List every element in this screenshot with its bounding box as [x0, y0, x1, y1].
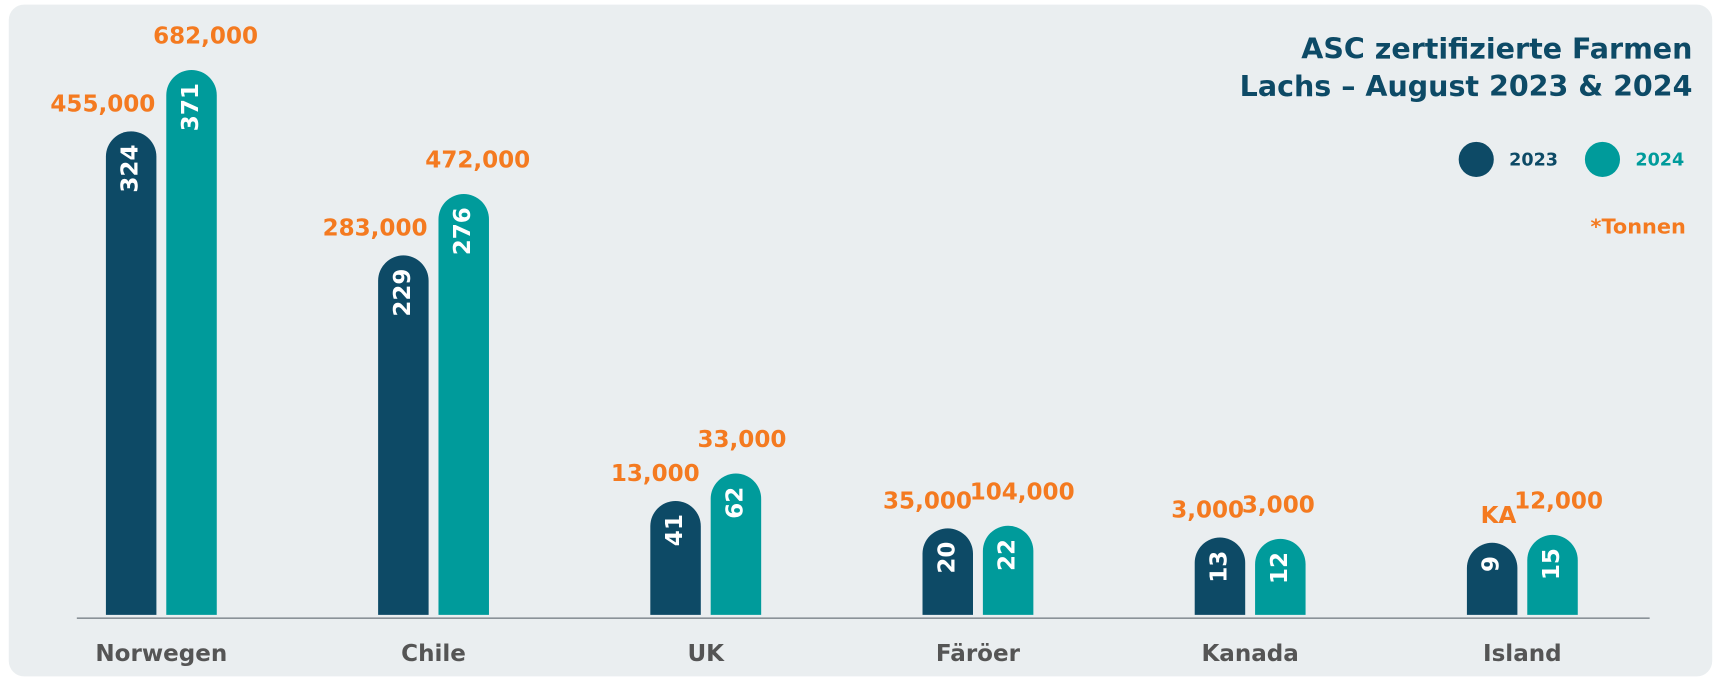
bar-value-label: 12: [1267, 552, 1293, 584]
tonnage-label: 682,000: [153, 24, 258, 50]
tonnage-label: 3,000: [1242, 492, 1315, 518]
x-tick-label: Norwegen: [95, 641, 227, 667]
bar-value-label: 371: [178, 83, 204, 131]
bar: [378, 255, 429, 615]
bar: [710, 473, 762, 615]
bar: [650, 500, 701, 615]
bar-value-label: 15: [1539, 548, 1565, 580]
tonnage-label: 472,000: [425, 148, 530, 174]
tonnage-label: KA: [1481, 503, 1517, 529]
bar: [105, 131, 157, 615]
tonnage-label: 12,000: [1514, 489, 1603, 515]
panel: [8, 4, 1713, 677]
legend-label: 2024: [1635, 150, 1684, 170]
tonnage-label: 33,000: [698, 427, 787, 453]
bar: [438, 194, 489, 615]
bar: [1527, 534, 1578, 615]
bar-value-label: 276: [450, 207, 476, 255]
tonnage-label: 283,000: [323, 216, 428, 242]
tonnage-label: 3,000: [1171, 498, 1244, 524]
x-tick-label: Chile: [401, 641, 466, 667]
chart-title: ASC zertifizierte Farmen: [1301, 33, 1692, 66]
bar: [166, 69, 217, 615]
tonnage-label: 13,000: [611, 461, 700, 487]
unit-note: *Tonnen: [1591, 214, 1686, 238]
tonnage-label: 104,000: [970, 479, 1075, 505]
bar-value-label: 13: [1206, 551, 1232, 583]
tonnage-label: 35,000: [883, 489, 972, 515]
bar: [982, 525, 1034, 615]
x-tick-label: Färöer: [936, 641, 1021, 667]
legend-label: 2023: [1509, 150, 1558, 170]
bar-value-label: 229: [390, 269, 416, 317]
chart-subtitle: Lachs – August 2023 & 2024: [1240, 70, 1693, 103]
bar: [922, 528, 974, 615]
x-tick-label: UK: [687, 641, 725, 667]
legend-swatch: [1458, 141, 1494, 177]
bar-value-label: 22: [995, 539, 1021, 571]
x-tick-label: Island: [1483, 641, 1562, 667]
bar-value-label: 41: [662, 514, 688, 546]
tonnage-label: 455,000: [50, 92, 155, 118]
bar-value-label: 9: [1479, 556, 1505, 572]
bar-value-label: 324: [118, 145, 144, 193]
bar-value-label: 20: [934, 542, 960, 574]
legend-swatch: [1584, 141, 1621, 177]
x-tick-label: Kanada: [1201, 641, 1298, 667]
bar: [1255, 538, 1306, 615]
bar: [1466, 542, 1518, 615]
bar: [1194, 537, 1246, 615]
bar-value-label: 62: [722, 487, 748, 519]
